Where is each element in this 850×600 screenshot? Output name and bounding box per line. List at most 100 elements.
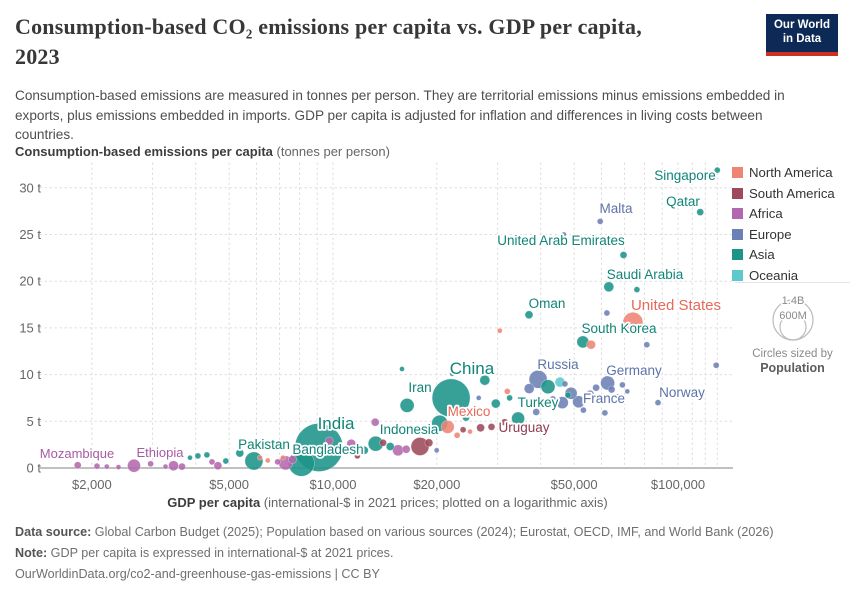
data-point[interactable]: [462, 413, 470, 422]
data-point[interactable]: [288, 455, 297, 464]
data-point[interactable]: [467, 428, 473, 435]
point-ethiopia[interactable]: [127, 458, 141, 473]
data-point[interactable]: [324, 436, 334, 446]
data-point[interactable]: [194, 452, 202, 460]
data-point[interactable]: [187, 454, 193, 461]
data-point[interactable]: [274, 458, 281, 466]
point-pakistan[interactable]: [244, 451, 264, 471]
small-circle-label: 600M: [779, 310, 807, 322]
legend-item-asia[interactable]: Asia: [732, 247, 850, 262]
size-legend-caption: Circles sized by: [752, 348, 833, 360]
point-china[interactable]: [431, 378, 471, 418]
point-saudi-arabia[interactable]: [603, 281, 615, 293]
data-point[interactable]: [257, 454, 263, 461]
data-point[interactable]: [370, 417, 380, 427]
data-point[interactable]: [433, 447, 440, 454]
legend-item-south-america[interactable]: South America: [732, 186, 850, 201]
data-point[interactable]: [619, 381, 626, 389]
data-point[interactable]: [643, 341, 651, 349]
point-mozambique[interactable]: [73, 461, 82, 470]
data-point[interactable]: [203, 451, 211, 459]
data-point[interactable]: [500, 418, 509, 427]
point-oman[interactable]: [524, 310, 534, 320]
data-point[interactable]: [147, 460, 154, 468]
legend-label: North America: [749, 165, 833, 180]
data-point[interactable]: [586, 339, 596, 350]
data-point[interactable]: [264, 457, 271, 464]
title-line-1: Consumption-based CO₂ emissions per capi…: [15, 14, 642, 39]
data-point[interactable]: [503, 388, 511, 395]
legend-item-north-america[interactable]: North America: [732, 165, 850, 180]
data-point[interactable]: [280, 454, 286, 461]
y-tick-label: 30 t: [19, 180, 41, 195]
data-point[interactable]: [115, 464, 122, 470]
label-mozambique: Mozambique: [40, 446, 114, 461]
point-turkey[interactable]: [511, 411, 525, 426]
small-circle: [778, 313, 807, 341]
data-point[interactable]: [506, 394, 513, 402]
data-point[interactable]: [614, 393, 621, 401]
legend-item-oceania[interactable]: Oceania: [732, 268, 850, 283]
data-point[interactable]: [607, 385, 616, 394]
point-uruguay[interactable]: [487, 423, 496, 431]
data-point[interactable]: [449, 370, 456, 377]
data-point[interactable]: [490, 398, 501, 409]
point-united-arab-emirates[interactable]: [619, 251, 628, 259]
data-point[interactable]: [633, 286, 641, 293]
data-point[interactable]: [222, 457, 230, 465]
point-france[interactable]: [572, 395, 585, 409]
data-point[interactable]: [624, 388, 631, 395]
data-point[interactable]: [712, 361, 720, 369]
data-point[interactable]: [523, 383, 535, 394]
point-mexico[interactable]: [440, 420, 455, 434]
data-point[interactable]: [561, 380, 569, 388]
data-point[interactable]: [580, 406, 587, 414]
data-point[interactable]: [453, 431, 461, 439]
data-point[interactable]: [561, 231, 567, 238]
data-point[interactable]: [585, 389, 595, 399]
point-qatar[interactable]: [696, 208, 705, 216]
data-point[interactable]: [479, 374, 491, 386]
point-iran[interactable]: [399, 398, 415, 413]
data-point[interactable]: [475, 395, 482, 401]
data-point[interactable]: [178, 462, 186, 471]
data-point[interactable]: [213, 461, 223, 471]
point-malta[interactable]: [596, 218, 604, 225]
legend-item-africa[interactable]: Africa: [732, 206, 850, 221]
data-point[interactable]: [459, 426, 467, 434]
data-point[interactable]: [336, 448, 344, 456]
legend-item-europe[interactable]: Europe: [732, 227, 850, 242]
data-point[interactable]: [346, 438, 357, 449]
data-point[interactable]: [399, 366, 405, 372]
data-point[interactable]: [592, 383, 600, 392]
point-united-states[interactable]: [622, 311, 644, 333]
data-point[interactable]: [424, 438, 434, 448]
owid-logo[interactable]: Our World in Data: [766, 14, 838, 56]
data-point[interactable]: [359, 445, 369, 455]
legend-label: Africa: [749, 206, 783, 221]
data-point[interactable]: [401, 444, 411, 454]
data-point[interactable]: [385, 442, 395, 451]
data-point[interactable]: [379, 438, 387, 447]
data-point[interactable]: [555, 396, 569, 409]
point-singapore[interactable]: [713, 166, 721, 174]
data-point[interactable]: [603, 309, 611, 317]
data-point[interactable]: [104, 463, 110, 470]
data-point[interactable]: [496, 327, 503, 334]
y-axis-title-bold: Consumption-based emissions per capita: [15, 144, 273, 159]
data-point[interactable]: [208, 458, 216, 466]
point-norway[interactable]: [654, 399, 662, 406]
data-point[interactable]: [168, 460, 179, 472]
data-point[interactable]: [549, 395, 557, 403]
data-point[interactable]: [540, 379, 556, 395]
data-point[interactable]: [93, 462, 101, 470]
data-point[interactable]: [601, 409, 609, 417]
y-tick-label: 5 t: [27, 414, 42, 429]
data-point[interactable]: [354, 452, 361, 460]
source-link[interactable]: OurWorldinData.org/co2-and-greenhouse-ga…: [15, 566, 380, 581]
data-point[interactable]: [476, 423, 485, 433]
data-point[interactable]: [564, 391, 572, 399]
data-point[interactable]: [532, 408, 541, 416]
data-point[interactable]: [162, 463, 169, 470]
data-point[interactable]: [235, 448, 245, 458]
